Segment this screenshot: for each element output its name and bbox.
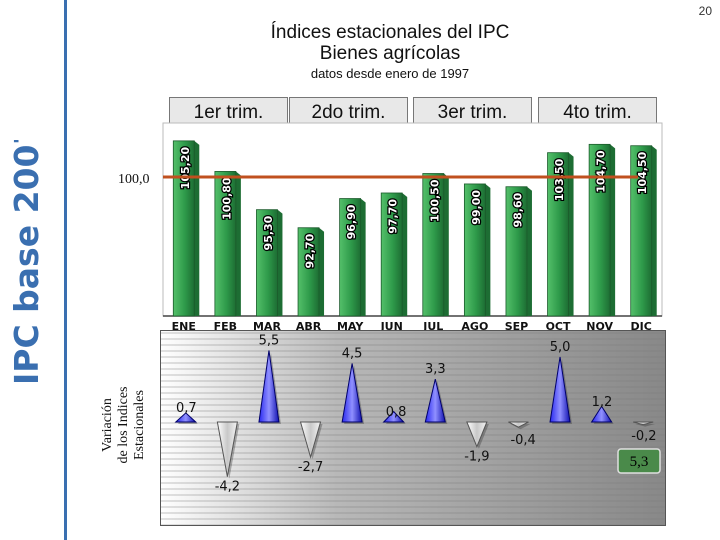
variation-label-line-1: Variación [100, 398, 115, 452]
variation-marker-shadow [635, 424, 656, 427]
bar [463, 183, 486, 317]
bar-side [277, 209, 283, 316]
ipc-base-logo: IPC base 2007 [7, 140, 46, 385]
bar [588, 143, 611, 317]
bar-side [568, 152, 574, 316]
x-tick-label: SEP [505, 320, 529, 333]
bar-side [526, 186, 532, 316]
highlight-badge-label: 5,3 [630, 454, 649, 470]
bar-side [235, 171, 241, 316]
x-tick-label: FEB [214, 320, 237, 333]
page-number: 20 [698, 4, 712, 18]
bar-value-label: 96,90 [345, 204, 358, 239]
bar-value-label: 104,50 [636, 151, 649, 194]
x-tick-label: DIC [631, 320, 652, 333]
highlight-badge [617, 448, 661, 474]
reference-line-label: 100,0 [118, 172, 150, 187]
variation-value-label: 3,3 [425, 362, 446, 377]
ipc-base-logo-text: IPC base 2007 [7, 140, 46, 385]
variation-label-line-2: de los Indices [116, 387, 131, 464]
x-tick-label: MAY [337, 320, 364, 333]
x-tick-label: ENE [172, 320, 196, 333]
variation-marker [549, 356, 571, 423]
variation-value-label: -4,2 [215, 480, 240, 495]
variation-plot-border [160, 330, 666, 526]
bar-value-label: 99,00 [470, 190, 483, 225]
x-tick-label: MAR [253, 320, 281, 333]
bar [380, 192, 403, 317]
variation-plot-hatching [160, 330, 666, 526]
quarter-2-label: 2do trim. [289, 97, 408, 127]
bar [339, 198, 362, 317]
bar-side [194, 140, 200, 316]
variation-marker [258, 350, 280, 423]
bar [214, 171, 237, 317]
x-tick-label: ABR [296, 320, 322, 333]
bar [297, 227, 320, 317]
chart-title: Índices estacionales del IPC [270, 22, 510, 43]
variation-marker [382, 410, 405, 423]
bar-side [610, 144, 616, 316]
chart-title-line2: Bienes agrícolas [319, 43, 461, 64]
x-tick-label: NOV [586, 320, 613, 333]
variation-value-label: 5,0 [550, 340, 571, 355]
bar [172, 140, 195, 317]
variation-marker [174, 412, 198, 423]
variation-value-label: 1,2 [592, 395, 613, 410]
variation-value-label: 4,5 [342, 347, 363, 362]
bar-value-label: 95,30 [262, 215, 275, 250]
bar-value-label: 100,80 [220, 177, 233, 220]
variation-value-label: -0,2 [631, 429, 656, 444]
variation-value-label: -0,4 [510, 433, 535, 448]
variation-value-label: -2,7 [298, 460, 323, 475]
variation-marker [590, 405, 613, 423]
variation-marker [216, 421, 238, 477]
variation-marker [341, 363, 363, 423]
left-border-line [64, 0, 67, 540]
bar-plot-area [162, 122, 663, 317]
x-tick-label: OCT [546, 320, 571, 333]
bar-side [402, 192, 408, 316]
bar-value-label: 105,20 [179, 147, 192, 190]
x-tick-label: JUN [380, 320, 403, 333]
bar [256, 209, 278, 317]
seasonal-variation-chart: 0,7 -4,2 5,5 -2,7 4,5 0,8 3,3 -1,9 -0,4 5,0 1,2 -0,… [160, 330, 666, 526]
bar [630, 145, 653, 317]
variation-label-line-3: Estacionales [132, 390, 147, 460]
variation-value-label: 0,8 [386, 405, 407, 420]
variation-marker [508, 421, 529, 428]
chart-subtitle: datos desde enero de 1997 [310, 66, 470, 81]
bar-side [319, 227, 325, 316]
variation-marker [466, 421, 488, 449]
bar-value-label: 104,70 [595, 150, 608, 193]
variation-axis-label: Variación de los Indices Estacionales [100, 387, 147, 464]
bar-value-label: 100,50 [428, 179, 441, 222]
variation-marker [424, 378, 446, 423]
variation-value-label: -1,9 [464, 450, 489, 465]
bar-value-label: 97,70 [387, 199, 400, 234]
variation-value-label: 0,7 [176, 401, 197, 416]
variation-marker [299, 421, 322, 459]
variation-marker [633, 421, 654, 426]
bar-side [651, 145, 657, 316]
bar-side [485, 183, 491, 316]
seasonal-index-bar-chart: 105,20 ENE 100,80 FEB 95,30 MAR 92,70 ABR 96,90 M… [162, 122, 663, 333]
bar-value-label: 92,70 [304, 233, 317, 268]
bar-value-label: 98,60 [511, 192, 524, 227]
quarter-4-label: 4to trim. [538, 97, 657, 127]
bar [547, 152, 569, 317]
variation-value-label: 5,5 [259, 334, 280, 349]
bar [422, 173, 445, 317]
x-tick-label: JUL [422, 320, 443, 333]
quarter-3-label: 3er trim. [413, 97, 532, 127]
bar [505, 186, 528, 317]
bar-value-label: 103,50 [553, 158, 566, 201]
bar-side [443, 173, 449, 316]
x-tick-label: AGO [461, 320, 488, 333]
bar-side [360, 198, 366, 316]
